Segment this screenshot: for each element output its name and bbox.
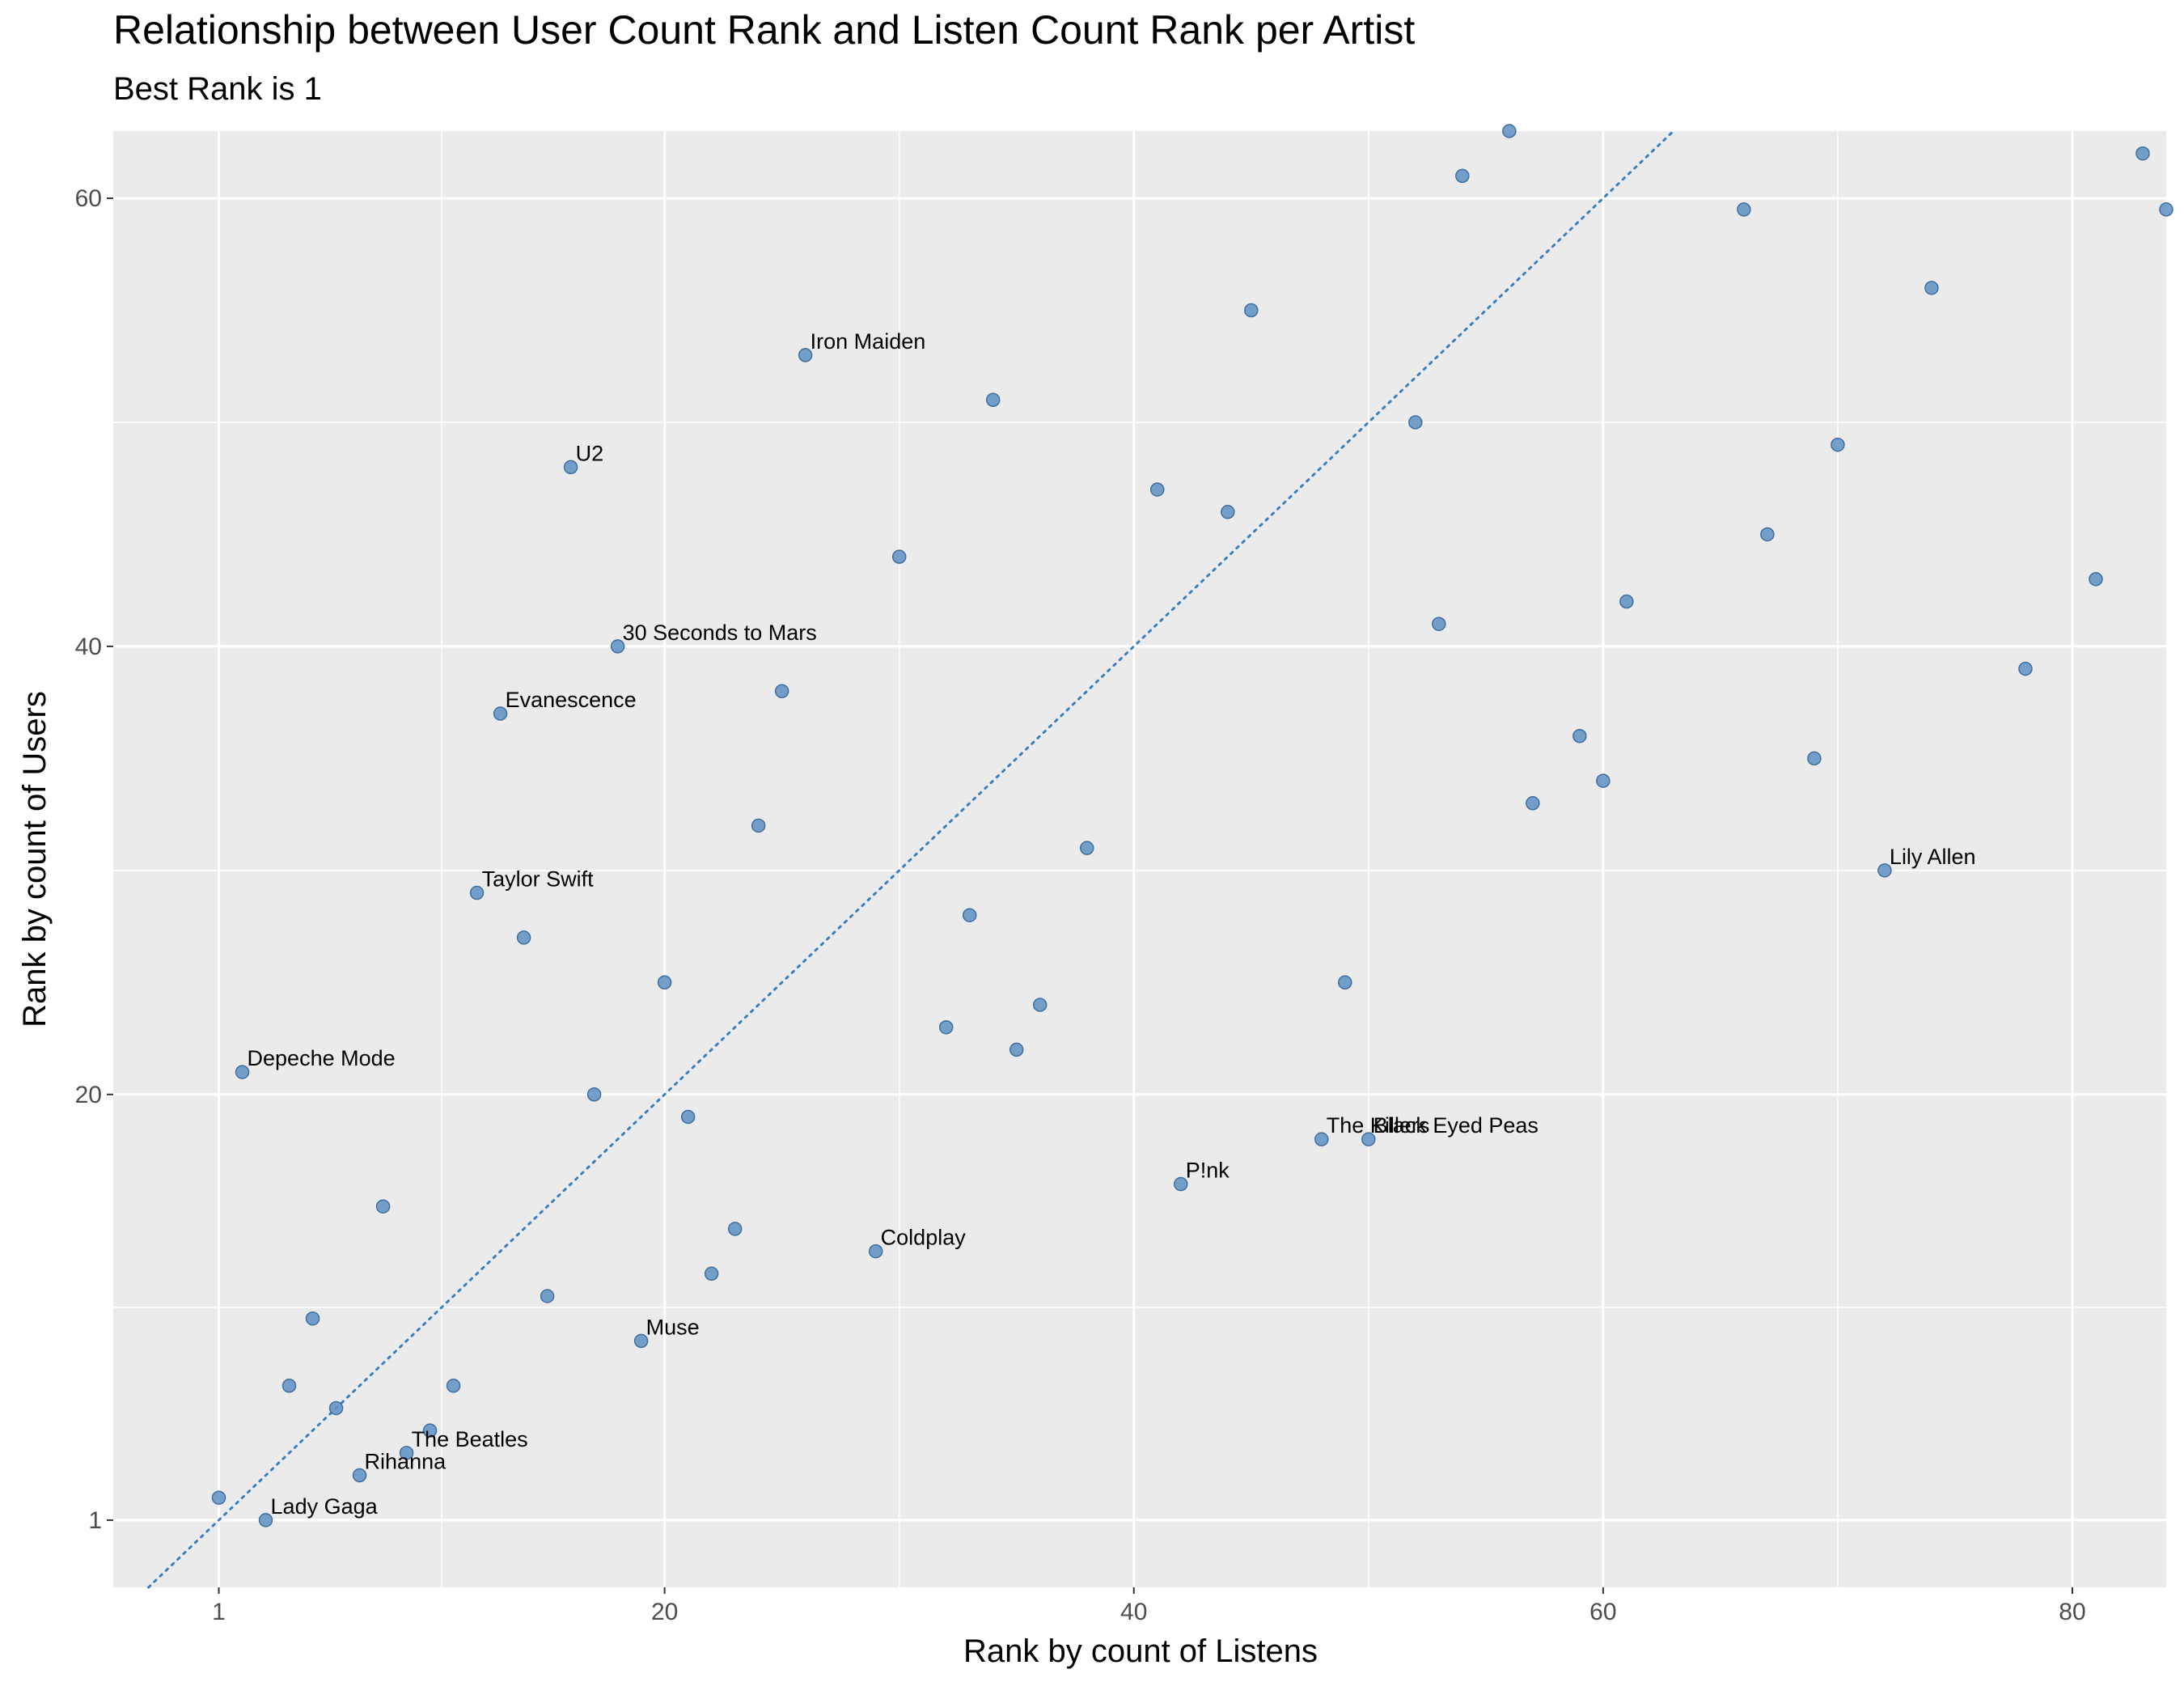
data-point	[1244, 303, 1259, 318]
data-point	[375, 1199, 391, 1214]
data-point	[751, 818, 766, 833]
point-label: Taylor Swift	[482, 867, 595, 892]
data-point	[962, 908, 977, 922]
data-point	[2018, 661, 2033, 676]
major-gridlines	[113, 131, 2166, 1587]
y-equals-x-line	[147, 129, 1675, 1589]
data-point	[493, 706, 508, 721]
point-label: Black Eyed Peas	[1373, 1113, 1539, 1138]
x-tick-label: 1	[212, 1599, 226, 1625]
data-point	[774, 684, 789, 699]
data-point	[2159, 202, 2173, 217]
point-label: Coldplay	[881, 1226, 967, 1250]
point-label: The Beatles	[412, 1427, 528, 1451]
data-point	[1408, 415, 1423, 430]
data-point	[1924, 281, 1939, 295]
data-point	[305, 1311, 320, 1326]
data-point	[1079, 841, 1094, 855]
data-point	[1596, 773, 1610, 788]
data-point	[235, 1065, 250, 1079]
y-tick-label: 60	[75, 185, 102, 212]
data-point	[610, 639, 625, 654]
data-point	[2089, 572, 2103, 587]
point-label: The Killers	[1327, 1113, 1430, 1138]
data-points	[211, 124, 2173, 1527]
data-point	[633, 1333, 649, 1349]
data-point	[258, 1513, 273, 1527]
data-point	[1150, 482, 1165, 497]
data-point	[399, 1446, 414, 1460]
data-point	[1432, 616, 1446, 631]
data-point	[1572, 728, 1587, 744]
data-point	[563, 460, 578, 475]
x-axis-ticks: 1 20 40 60 80	[212, 1587, 2086, 1625]
data-point	[1338, 975, 1352, 990]
data-point	[1009, 1042, 1024, 1057]
data-point	[328, 1400, 344, 1416]
reference-line-group	[147, 129, 1675, 1589]
point-label: P!nk	[1186, 1159, 1230, 1183]
data-point	[1361, 1132, 1376, 1146]
data-point	[1737, 202, 1751, 217]
data-point	[868, 1244, 883, 1259]
x-tick-label: 20	[651, 1599, 678, 1625]
data-point	[586, 1087, 602, 1102]
data-point	[1032, 998, 1048, 1012]
y-tick-label: 20	[75, 1082, 102, 1108]
x-tick-label: 80	[2059, 1599, 2085, 1625]
data-point	[1526, 796, 1540, 811]
data-point	[422, 1423, 438, 1438]
data-point	[469, 885, 485, 900]
data-point	[680, 1109, 696, 1125]
data-point	[1619, 594, 1634, 609]
data-point	[1807, 751, 1822, 766]
data-point	[657, 975, 672, 990]
data-point	[2135, 146, 2150, 161]
data-point	[704, 1266, 719, 1282]
data-point	[1455, 168, 1470, 184]
data-point	[1877, 863, 1892, 878]
data-point	[446, 1379, 461, 1393]
data-point	[281, 1379, 297, 1393]
minor-gridlines	[113, 131, 2166, 1587]
y-axis-label: Rank by count of Users	[17, 691, 53, 1027]
data-point	[516, 930, 531, 945]
data-point	[727, 1222, 743, 1236]
chart-title: Relationship between User Count Rank and…	[113, 7, 1416, 53]
y-tick-label: 40	[75, 633, 102, 660]
point-label: Evanescence	[506, 688, 637, 712]
data-point	[1831, 437, 1845, 452]
data-point	[1314, 1132, 1329, 1146]
plot-panel	[113, 131, 2166, 1587]
point-label: Muse	[646, 1315, 700, 1339]
data-point	[938, 1019, 954, 1035]
chart-subtitle: Best Rank is 1	[113, 71, 322, 107]
point-label: Rihanna	[365, 1450, 447, 1474]
data-point	[985, 392, 1001, 408]
point-label: 30 Seconds to Mars	[623, 621, 817, 645]
point-label: Lily Allen	[1890, 845, 1976, 869]
x-tick-label: 40	[1120, 1599, 1147, 1625]
data-point	[891, 549, 907, 564]
point-label: U2	[576, 441, 604, 465]
data-point	[540, 1289, 555, 1303]
point-label: Lady Gaga	[271, 1494, 379, 1519]
y-tick-label: 1	[88, 1507, 102, 1534]
data-point	[352, 1468, 367, 1483]
y-axis-ticks: 1 20 40 60	[75, 185, 113, 1534]
data-point	[1221, 505, 1235, 519]
data-point	[1174, 1176, 1188, 1192]
point-label: Depeche Mode	[248, 1046, 396, 1070]
data-point	[1760, 527, 1775, 542]
x-axis-label: Rank by count of Listens	[963, 1633, 1318, 1669]
x-tick-label: 60	[1589, 1599, 1616, 1625]
data-point	[1502, 124, 1517, 138]
data-point	[798, 348, 813, 362]
point-label: Iron Maiden	[811, 329, 926, 354]
data-point	[211, 1490, 226, 1505]
